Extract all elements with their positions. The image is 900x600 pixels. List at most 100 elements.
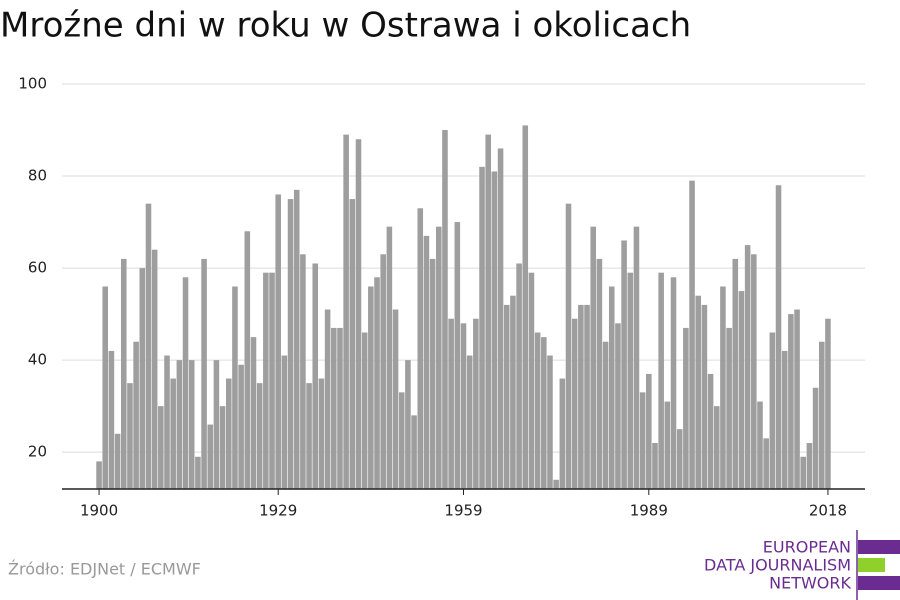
bar [466, 355, 473, 489]
bar [417, 208, 424, 490]
bar [473, 318, 479, 489]
bar [707, 373, 714, 489]
bar [182, 277, 189, 489]
bar [596, 258, 603, 489]
bar [491, 171, 498, 489]
logo-bar [858, 576, 900, 590]
bar [769, 332, 776, 489]
chart-title: Mroźne dni w roku w Ostrawa i okolicach [0, 6, 691, 46]
bar [800, 456, 807, 489]
bar [621, 240, 627, 489]
bar [380, 254, 386, 489]
bar [164, 355, 170, 489]
bar [689, 180, 695, 490]
bar [331, 327, 337, 489]
bar [361, 332, 368, 489]
bar [781, 350, 788, 489]
y-tick-label: 80 [28, 167, 47, 185]
bar [676, 429, 683, 489]
bar [436, 226, 442, 489]
x-tick-label: 1989 [630, 502, 668, 520]
bar [818, 341, 825, 489]
y-tick-label: 100 [18, 75, 47, 93]
bar [250, 337, 257, 489]
x-tick-label: 1929 [259, 502, 297, 520]
bar [256, 383, 263, 489]
bar [713, 406, 720, 489]
bar [306, 383, 312, 489]
logo: EUROPEAN DATA JOURNALISM NETWORK [704, 530, 900, 600]
bar [207, 424, 214, 489]
bar [300, 254, 306, 489]
bar [96, 461, 102, 489]
bar [312, 263, 319, 489]
bar [695, 295, 702, 489]
bar [528, 272, 535, 489]
x-tick-label: 2018 [809, 502, 847, 520]
bar [355, 139, 362, 489]
bar [263, 272, 269, 489]
bar [633, 226, 640, 489]
bar [547, 355, 553, 489]
bar [133, 341, 139, 489]
bar [318, 378, 325, 489]
bar [726, 327, 732, 489]
bar [213, 360, 220, 489]
bar [516, 263, 522, 489]
bar [646, 373, 652, 489]
x-tick-label: 1959 [444, 502, 482, 520]
bar [757, 401, 763, 489]
bar [497, 148, 504, 489]
y-tick-label: 40 [28, 351, 47, 369]
bar [151, 249, 158, 489]
bar [485, 134, 491, 489]
bar [368, 286, 374, 489]
bar [176, 360, 183, 489]
bar [788, 314, 794, 489]
bar [510, 295, 516, 489]
logo-text: NETWORK [769, 574, 851, 593]
bar [775, 185, 782, 489]
logo-bar [858, 540, 900, 554]
bar [503, 304, 510, 489]
bar [219, 406, 226, 489]
bar [269, 272, 275, 489]
bar [324, 309, 331, 489]
bar [578, 304, 584, 489]
bar [794, 309, 800, 489]
bar [225, 378, 232, 489]
bar [195, 456, 201, 489]
bar [806, 442, 813, 489]
bar [442, 130, 448, 490]
bar [608, 286, 615, 489]
bar [534, 332, 541, 489]
bar [201, 258, 207, 489]
bar [343, 134, 349, 489]
y-tick-label: 60 [28, 259, 47, 277]
logo-text: DATA JOURNALISM [704, 556, 851, 575]
bar [541, 337, 547, 489]
bar [392, 309, 399, 489]
bar [701, 304, 708, 489]
bar [658, 272, 664, 489]
bar [602, 341, 609, 489]
x-tick-label: 1900 [80, 502, 118, 520]
bar [479, 166, 485, 489]
bar [627, 272, 634, 489]
bar [232, 286, 238, 489]
bar [652, 442, 658, 489]
source: Źródło: EDJNet / ECMWF [8, 560, 201, 579]
bar [429, 258, 436, 489]
bar [720, 286, 726, 489]
bar [584, 304, 590, 489]
logo-bar [858, 558, 885, 572]
bar [120, 258, 127, 489]
bar [287, 199, 294, 489]
bar [732, 258, 739, 489]
bar [571, 318, 578, 489]
bar [398, 392, 405, 489]
bar [683, 327, 689, 489]
bar [405, 360, 411, 489]
bar [102, 286, 109, 489]
bar [553, 479, 559, 489]
